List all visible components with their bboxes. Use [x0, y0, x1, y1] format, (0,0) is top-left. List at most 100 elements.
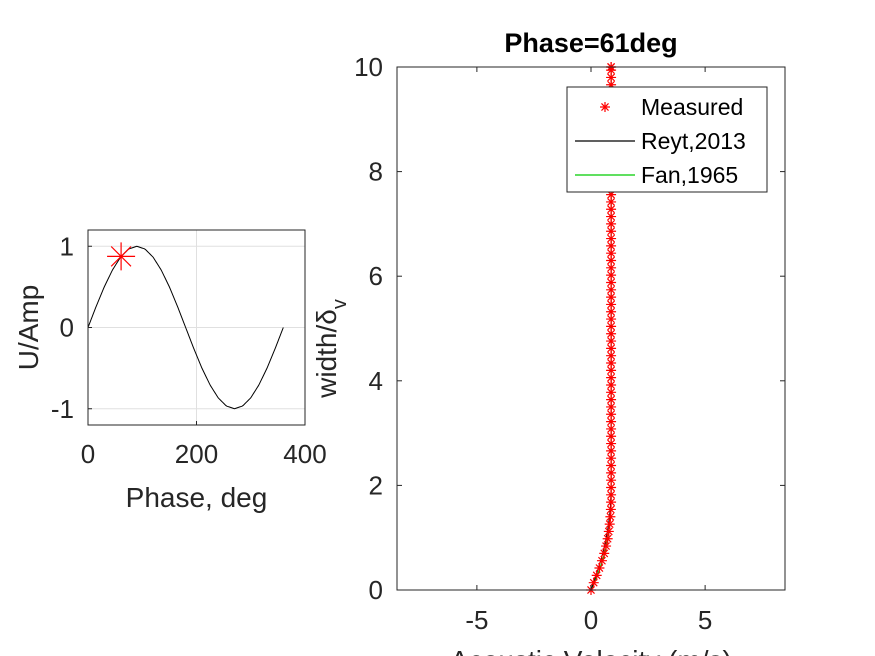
- phase-chart-x-tick-label: 200: [175, 439, 218, 469]
- velocity-chart-measured-point-shape: [606, 240, 617, 251]
- velocity-chart-measured-point-shape: [606, 343, 617, 354]
- velocity-chart-measured-point: [606, 218, 617, 229]
- velocity-chart-y-axis-label-main: width/δ: [311, 309, 342, 399]
- velocity-chart-measured-point-shape: [606, 321, 617, 332]
- phase-chart-plot-area: [87, 242, 284, 410]
- legend-measured-marker: [600, 102, 610, 112]
- velocity-chart-legend: Measured Reyt,2013 Fan,1965: [566, 86, 768, 193]
- velocity-chart-measured-point-shape: [606, 365, 617, 376]
- velocity-chart-measured-point: [606, 204, 617, 215]
- velocity-chart-y-axis-label-subscript: v: [329, 299, 351, 309]
- velocity-chart-x-tick-label: 5: [698, 605, 712, 635]
- legend-label: Measured: [641, 94, 743, 120]
- velocity-chart-measured-point-shape: [606, 409, 617, 420]
- velocity-chart-ticks: -5 0 5 0 2 4 6 8 10: [354, 52, 785, 635]
- velocity-chart-measured-point: [606, 387, 617, 398]
- velocity-chart-measured-point: [606, 401, 617, 412]
- velocity-chart-measured-point-shape: [606, 372, 617, 383]
- velocity-chart-measured-point-shape: [606, 277, 617, 288]
- velocity-chart-measured-point: [606, 497, 617, 508]
- velocity-chart-measured-point: [591, 570, 602, 581]
- velocity-chart-measured-point: [606, 233, 617, 244]
- velocity-chart-measured-point-shape: [606, 379, 617, 390]
- velocity-chart-x-tick-label: -5: [465, 605, 488, 635]
- velocity-chart-measured-point-shape: [604, 519, 615, 530]
- phase-chart-current-phase-marker-shape: [107, 242, 136, 271]
- velocity-chart-measured-point-shape: [606, 497, 617, 508]
- velocity-chart-title: Phase=61deg: [504, 28, 677, 58]
- velocity-chart-measured-point: [606, 423, 617, 434]
- velocity-chart-measured-point-shape: [602, 533, 613, 544]
- velocity-chart-measured-point: [602, 533, 613, 544]
- velocity-chart-measured-point-shape: [606, 204, 617, 215]
- velocity-chart-measured-point: [606, 372, 617, 383]
- velocity-chart-measured-point: [606, 453, 617, 464]
- velocity-chart-measured-point-shape: [606, 79, 617, 90]
- velocity-chart-measured-point-shape: [606, 423, 617, 434]
- velocity-chart-measured-point: [606, 336, 617, 347]
- velocity-chart-measured-point: [606, 445, 617, 456]
- phase-chart-y-tick-label: 0: [60, 313, 74, 343]
- velocity-chart-measured-point-shape: [603, 526, 614, 537]
- velocity-chart-measured-point-shape: [605, 511, 616, 522]
- velocity-chart-measured-point-shape: [588, 577, 599, 588]
- velocity-chart-measured-point-shape: [606, 401, 617, 412]
- velocity-chart-measured-point-shape: [606, 196, 617, 207]
- velocity-chart-measured-point: [606, 321, 617, 332]
- velocity-chart-measured-point-shape: [606, 328, 617, 339]
- velocity-chart-measured-point-shape: [606, 358, 617, 369]
- velocity-chart-measured-point: [606, 226, 617, 237]
- velocity-chart-measured-point: [606, 196, 617, 207]
- velocity-chart-measured-point-shape: [606, 387, 617, 398]
- velocity-chart-y-tick-label: 8: [369, 157, 383, 187]
- velocity-chart-x-tick-label: 0: [584, 605, 598, 635]
- phase-chart-y-tick-label: 1: [60, 231, 74, 261]
- velocity-chart-y-axis-label: width/δv: [311, 299, 351, 399]
- velocity-chart-measured-point: [606, 189, 617, 200]
- velocity-chart-measured-point: [606, 416, 617, 427]
- velocity-chart-measured-point-shape: [606, 255, 617, 266]
- velocity-chart-measured-point: [606, 299, 617, 310]
- velocity-chart-measured-point: [606, 409, 617, 420]
- velocity-chart-measured-point: [606, 79, 617, 90]
- velocity-chart-measured-point-shape: [605, 504, 616, 515]
- velocity-chart-measured-point: [606, 240, 617, 251]
- velocity-chart-y-tick-label: 0: [369, 575, 383, 605]
- velocity-chart-measured-point: [606, 314, 617, 325]
- velocity-chart-measured-point: [606, 262, 617, 273]
- velocity-chart-measured-point: [603, 526, 614, 537]
- velocity-chart-measured-point: [594, 563, 605, 574]
- velocity-chart-measured-point-shape: [606, 292, 617, 303]
- velocity-chart-measured-point: [606, 350, 617, 361]
- velocity-chart-measured-point: [606, 306, 617, 317]
- velocity-chart-measured-point-shape: [606, 248, 617, 259]
- velocity-chart-measured-point: [606, 460, 617, 471]
- velocity-chart-measured-point-shape: [606, 336, 617, 347]
- phase-chart-current-phase-marker: [107, 242, 136, 271]
- velocity-chart-x-axis-label: Acoustic Velocity (m/s): [450, 645, 732, 656]
- phase-chart-x-tick-label: 400: [283, 439, 326, 469]
- velocity-chart-measured-point: [599, 548, 610, 559]
- velocity-chart-measured-point: [606, 489, 617, 500]
- velocity-chart-measured-point: [606, 365, 617, 376]
- velocity-chart-measured-point-shape: [606, 306, 617, 317]
- velocity-chart-measured-point: [606, 255, 617, 266]
- legend-label: Fan,1965: [641, 162, 738, 188]
- velocity-chart-measured-point: [606, 467, 617, 478]
- velocity-chart-measured-point: [606, 343, 617, 354]
- velocity-chart: -5 0 5 0 2 4 6 8 10 Phase=61deg Acoustic Velocit…: [311, 28, 786, 656]
- velocity-chart-measured-point: [606, 270, 617, 281]
- velocity-chart-measured-point: [606, 292, 617, 303]
- velocity-chart-measured-point-shape: [606, 350, 617, 361]
- velocity-chart-measured-point-shape: [606, 262, 617, 273]
- velocity-chart-measured-point: [606, 284, 617, 295]
- velocity-chart-measured-point-shape: [606, 445, 617, 456]
- velocity-chart-measured-point-shape: [606, 416, 617, 427]
- velocity-chart-measured-point-shape: [596, 555, 607, 566]
- velocity-chart-measured-point-shape: [606, 284, 617, 295]
- velocity-chart-measured-point: [606, 394, 617, 405]
- velocity-chart-measured-point: [606, 211, 617, 222]
- velocity-chart-measured-point-shape: [606, 72, 617, 83]
- phase-chart-y-tick-label: -1: [51, 394, 74, 424]
